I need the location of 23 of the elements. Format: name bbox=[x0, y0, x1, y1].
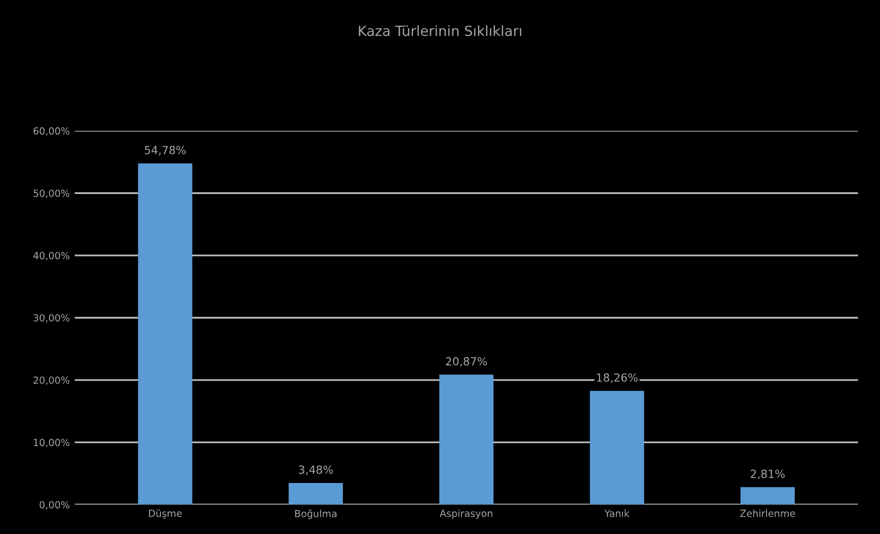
data-label: 20,87% bbox=[446, 357, 487, 367]
bar bbox=[740, 487, 795, 505]
bar bbox=[138, 163, 192, 505]
y-tick-label: 60,00% bbox=[34, 127, 70, 136]
data-label: 2,81% bbox=[750, 470, 785, 480]
chart-title: Kaza Türlerinin Sıklıkları bbox=[358, 25, 522, 36]
y-tick-label: 30,00% bbox=[34, 314, 70, 323]
y-tick-label: 40,00% bbox=[33, 252, 70, 260]
bar bbox=[288, 482, 343, 505]
y-tick-label: 0,00% bbox=[40, 501, 70, 510]
x-tick-label: Boğulma bbox=[295, 509, 336, 520]
y-tick-label: 20,00% bbox=[34, 376, 70, 385]
data-label: 54,78% bbox=[144, 146, 186, 156]
x-tick-label: Aspirasyon bbox=[440, 509, 492, 519]
data-label: 3,48% bbox=[298, 465, 333, 475]
y-tick-label: 50,00% bbox=[34, 190, 70, 198]
x-tick-label: Düşme bbox=[149, 510, 182, 519]
x-tick-label: Zehirlenme bbox=[740, 509, 796, 518]
bar bbox=[590, 390, 644, 505]
bar bbox=[439, 374, 494, 505]
x-tick-label: Yanık bbox=[604, 509, 630, 518]
data-label: 18,26% bbox=[597, 373, 638, 383]
y-tick-label: 10,00% bbox=[34, 438, 70, 448]
